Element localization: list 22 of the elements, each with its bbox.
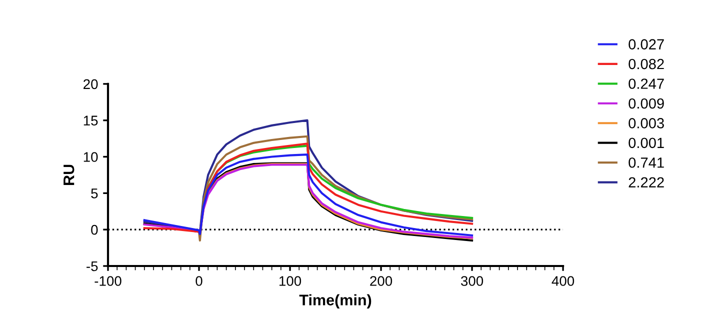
x-tick-label: 100 [279,276,302,286]
y-axis-title: RU [64,164,74,185]
y-tick-label: 10 [84,152,98,162]
x-tick-label: 0 [196,276,202,286]
x-tick-label: 400 [552,276,574,286]
legend-label: 0.027 [628,39,664,50]
x-axis-title: Time(min) [299,294,372,308]
y-tick-label: 15 [84,116,98,126]
legend-label: 0.003 [628,118,664,128]
legend-label: 0.009 [628,98,664,109]
x-tick-label: 300 [460,276,484,286]
x-tick-label: -100 [94,276,122,286]
legend-label: 0.247 [628,78,664,89]
y-tick-label: 20 [84,79,98,90]
y-tick-label: 5 [91,188,98,198]
y-tick-label: -5 [86,261,98,272]
legend-label: 0.001 [628,138,664,148]
legend-label: 2.222 [628,177,664,188]
y-tick-label: 0 [91,224,98,235]
legend-label: 0.082 [628,58,664,70]
x-tick-label: 200 [370,276,392,286]
legend-label: 0.741 [628,157,664,168]
